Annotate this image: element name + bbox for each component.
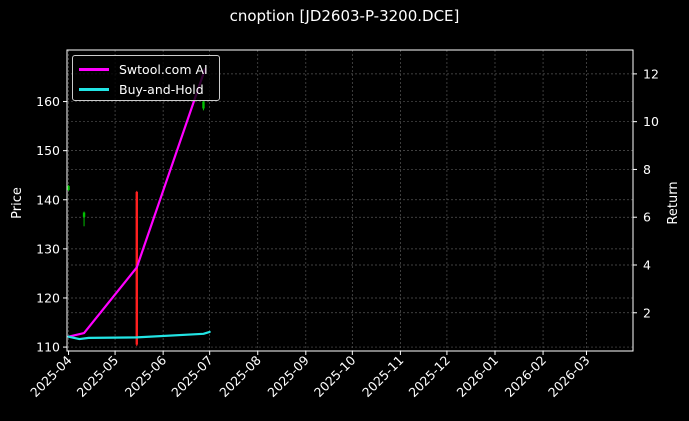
candle-body [82,212,86,217]
y2-tick-label: 10 [643,114,659,129]
series-line-buy-hold [67,330,211,341]
y2-tick-label: 8 [643,162,651,177]
y-tick-label: 120 [36,290,60,305]
y2-tick-label: 6 [643,210,651,225]
candle-body [67,186,70,190]
plot-frame [66,49,634,352]
return-series [67,68,211,341]
x-tick-label: 2026-03 [545,353,593,401]
y-axis-label: Price [10,187,25,219]
y-tick-label: 110 [36,340,60,355]
y-tick-label: 140 [36,192,60,207]
y2-axis-label: Return [666,181,681,224]
legend-item-ai: Swtool.com AI [79,60,208,78]
x-tick-label: 2026-01 [454,353,502,401]
y2-tick-label: 2 [643,305,651,320]
x-tick-label: 2025-09 [264,352,312,400]
series-line-ai [67,68,207,338]
x-tick-label: 2025-10 [311,352,359,400]
x-tick-label: 2025-07 [168,353,216,401]
x-tick-label: 2025-12 [405,353,453,401]
legend-label-buy-hold: Buy-and-Hold [119,81,204,97]
x-tick-label: 2025-04 [27,352,75,400]
x-tick-label: 2025-11 [359,353,407,401]
x-tick-label: 2026-02 [502,353,550,401]
chart-title: cnoption [JD2603-P-3200.DCE] [229,7,460,25]
y-tick-label: 150 [36,143,60,158]
x-tick-label: 2025-05 [74,353,122,401]
y2-tick-label: 12 [643,66,659,81]
candle-body [202,101,205,109]
y-axis-left: 110 120 130 140 150 160 [36,94,67,355]
legend-label-ai: Swtool.com AI [119,61,208,77]
legend-item-buy-hold: Buy-and-Hold [79,80,204,98]
x-tick-label: 2025-06 [122,352,170,400]
y-tick-label: 130 [36,241,60,256]
legend: Swtool.com AI Buy-and-Hold [72,55,220,101]
y-tick-label: 160 [36,94,60,109]
y-axis-right: 2 4 6 8 10 12 [633,66,659,320]
x-tick-label: 2025-08 [216,352,264,400]
legend-swatch-ai [79,67,109,71]
y2-tick-label: 4 [643,258,651,273]
legend-swatch-buy-hold [79,87,109,91]
